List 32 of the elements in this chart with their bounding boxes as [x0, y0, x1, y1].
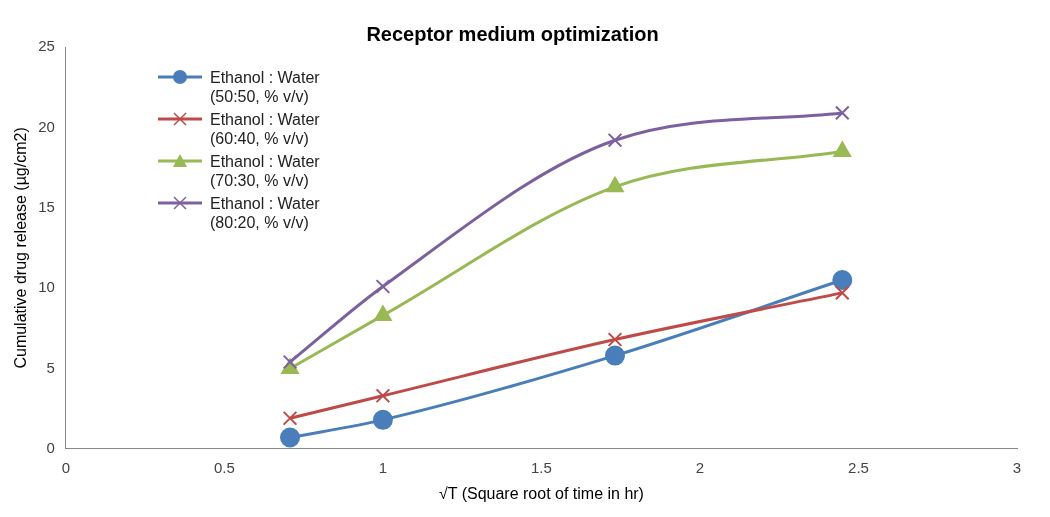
point [282, 410, 298, 426]
x-tick-label: 2 [695, 458, 705, 476]
point [282, 354, 298, 370]
y-tick-label: 20 [38, 117, 55, 135]
point [375, 388, 391, 404]
y-tick-label: 10 [38, 278, 55, 296]
x-tick-label: 3 [1012, 458, 1022, 476]
x-axis-title: √T (Square root of time in hr) [438, 484, 644, 502]
point [375, 279, 391, 294]
point [607, 332, 623, 347]
point [834, 105, 850, 121]
chart-title: Receptor medium optimization [366, 22, 659, 45]
x-tick-label: 1.5 [531, 458, 552, 476]
x-tick-label: 1 [378, 458, 388, 476]
y-tick-label: 15 [38, 197, 55, 215]
legend-label: Ethanol : Water (70:30, % v/v) [210, 152, 320, 190]
legend-label: Ethanol : Water (50:50, % v/v) [210, 68, 320, 106]
point [607, 132, 623, 148]
point [834, 285, 850, 301]
point [605, 345, 625, 366]
point [832, 270, 853, 291]
point [372, 409, 393, 430]
x-tick-label: 2.5 [848, 458, 869, 476]
y-tick-label: 5 [46, 358, 55, 376]
legend-label: Ethanol : Water (60:40, % v/v) [210, 110, 320, 148]
x-tick-label: 0.5 [213, 458, 235, 476]
y-tick-label: 0 [46, 438, 55, 456]
y-tick-label: 25 [38, 37, 55, 55]
y-axis-title: Cumulative drug release (µg/cm2) [12, 127, 30, 369]
x-tick-label: 0 [61, 458, 71, 476]
point [280, 427, 301, 448]
legend-label: Ethanol : Water (80:20, % v/v) [210, 194, 320, 232]
